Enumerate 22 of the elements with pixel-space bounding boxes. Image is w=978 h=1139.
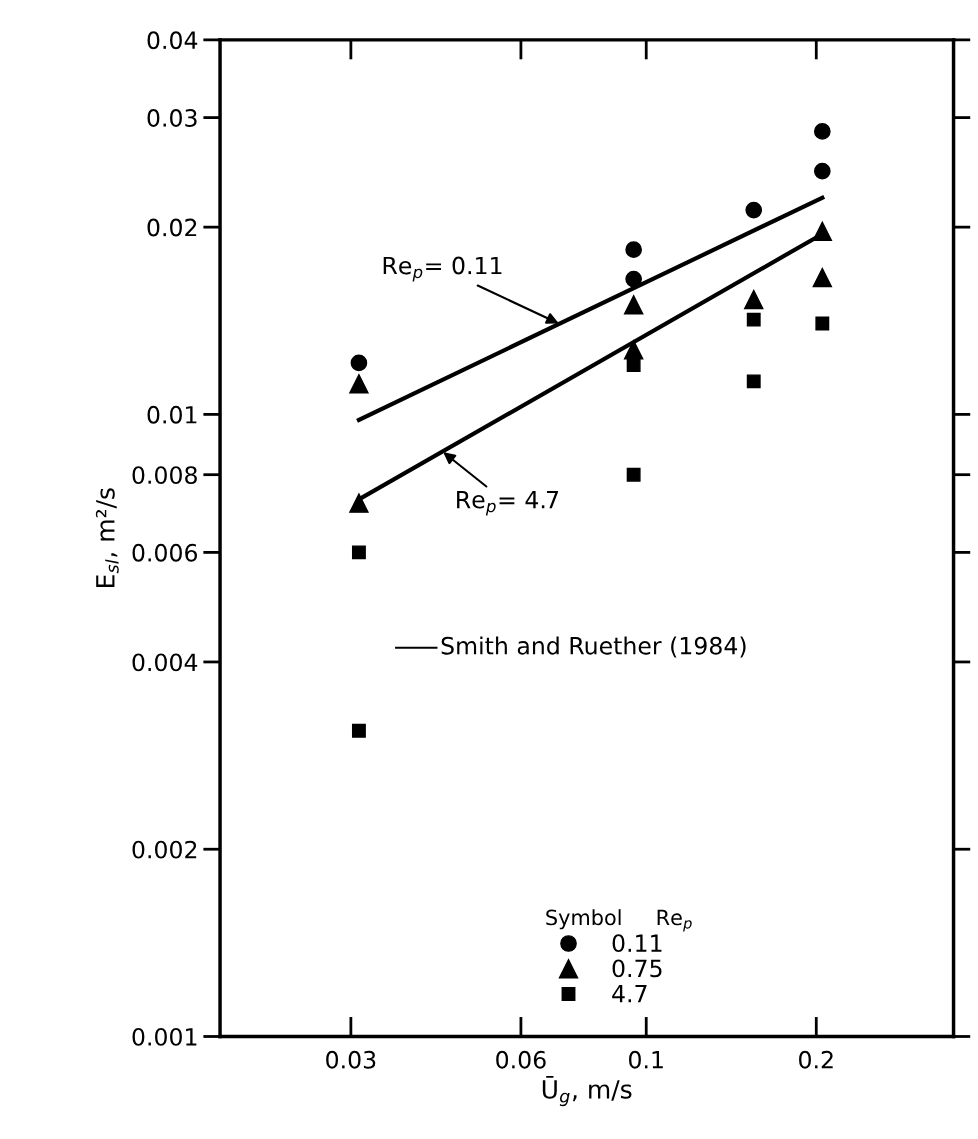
- annotation: Re$_{p}$= 4.7: [457, 491, 559, 516]
- legend-label: 0.11: [612, 934, 662, 953]
- x-tick-label: 0.2: [799, 1050, 833, 1069]
- y-tick-label: 0.001: [132, 1027, 197, 1046]
- y-axis-title: E$_{sl}$, m²/s: [95, 488, 119, 587]
- legend-label: 0.75: [612, 959, 662, 978]
- y-tick-label: 0.01: [147, 405, 197, 424]
- y-tick-label: 0.008: [132, 466, 197, 484]
- y-tick-label: 0.002: [132, 840, 197, 859]
- x-tick-label: 0.06: [496, 1050, 546, 1069]
- x-axis-title: Ū$_{g}$, m/s: [542, 1076, 632, 1107]
- y-tick-label: 0.04: [147, 31, 198, 50]
- y-tick-label: 0.02: [147, 218, 197, 237]
- annotation: Re$_{p}$= 0.11: [383, 256, 502, 282]
- y-tick-label: 0.006: [132, 543, 198, 562]
- annotation: Smith and Ruether (1984): [441, 636, 746, 658]
- x-tick-label: 0.03: [326, 1050, 376, 1069]
- legend-title: Symbol Re$_{p}$: [546, 909, 692, 932]
- legend-label: 4.7: [612, 984, 647, 1003]
- x-tick-label: 0.1: [629, 1050, 663, 1069]
- y-tick-label: 0.03: [147, 109, 197, 127]
- y-tick-label: 0.004: [132, 653, 198, 672]
